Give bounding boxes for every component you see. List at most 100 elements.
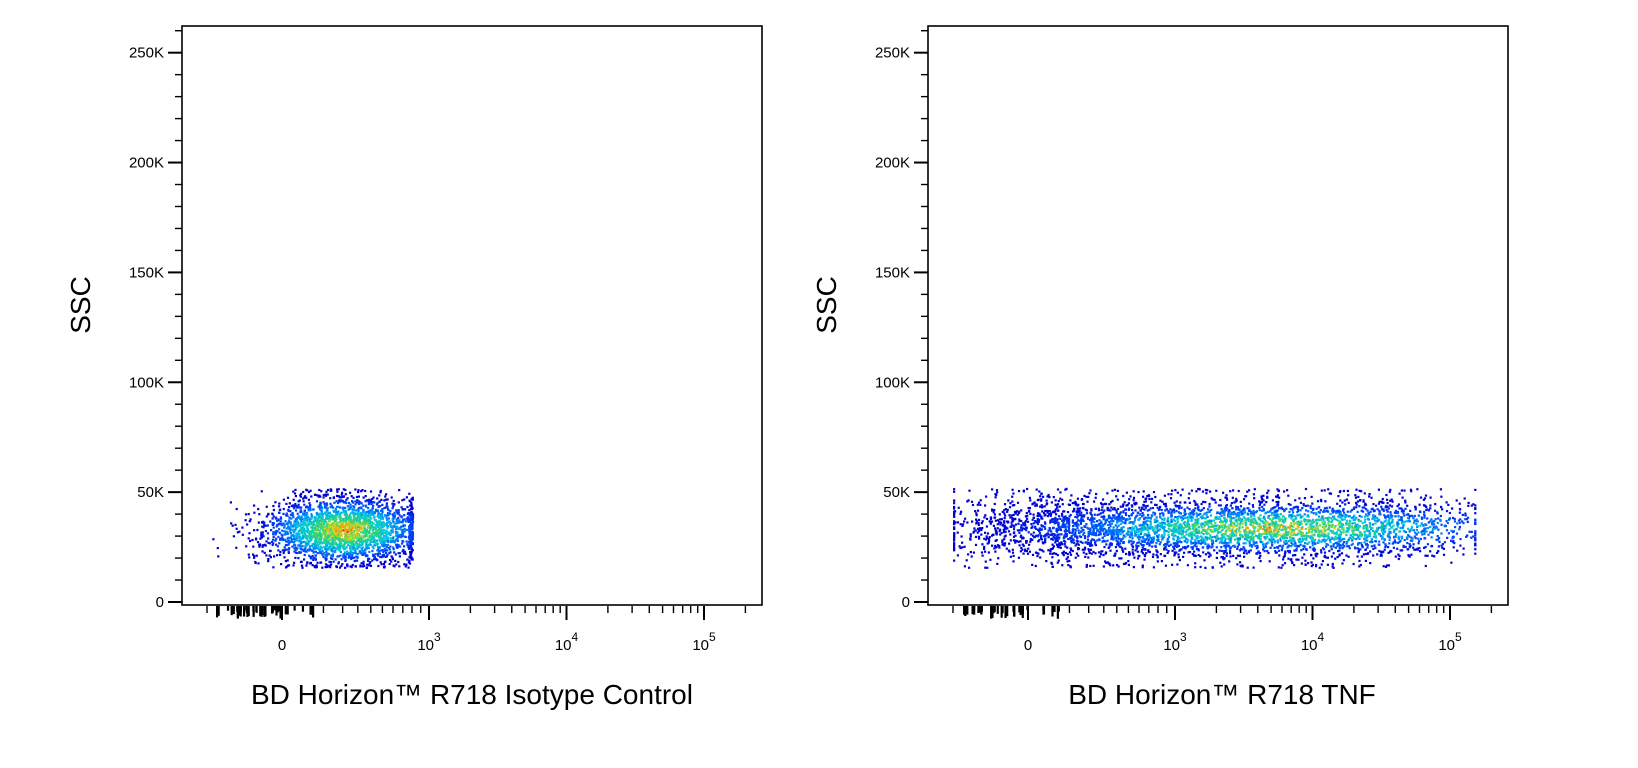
event-dot	[1122, 517, 1125, 520]
event-dot	[1224, 533, 1227, 536]
event-dot	[1336, 502, 1339, 505]
event-dot	[369, 509, 372, 512]
event-dot	[361, 537, 364, 540]
event-dot	[301, 566, 304, 569]
event-dot	[361, 549, 364, 552]
event-dot	[322, 518, 325, 521]
event-dot	[369, 513, 372, 517]
event-dot	[305, 523, 308, 527]
event-dot	[1278, 516, 1281, 519]
event-dot	[322, 555, 325, 559]
event-dot	[1144, 505, 1147, 508]
event-dot	[1290, 541, 1293, 544]
event-dot	[961, 541, 964, 544]
event-dot	[1188, 550, 1192, 554]
event-dot	[1289, 507, 1292, 511]
event-dot	[1101, 506, 1104, 509]
event-dot	[362, 560, 365, 563]
event-dot	[319, 532, 322, 535]
event-dot	[330, 518, 333, 521]
event-dot	[351, 500, 354, 503]
event-dot	[346, 505, 350, 508]
event-dot	[1216, 538, 1219, 541]
event-dot	[1077, 543, 1080, 546]
event-dot	[1170, 511, 1173, 514]
event-dot	[1037, 552, 1040, 555]
event-dot	[302, 512, 305, 515]
event-dot	[1020, 529, 1024, 532]
event-dot	[329, 514, 332, 517]
event-dot	[255, 537, 258, 540]
event-dot	[409, 554, 412, 557]
event-dot	[337, 499, 341, 502]
event-dot	[297, 530, 300, 533]
event-dot	[1029, 499, 1032, 502]
event-dot	[300, 527, 303, 530]
event-dot	[397, 545, 400, 548]
event-dot	[1296, 511, 1299, 514]
event-dot	[365, 510, 369, 514]
event-dot	[296, 551, 299, 555]
event-dot	[1188, 508, 1191, 511]
event-dot	[1364, 548, 1367, 551]
event-dot	[1215, 489, 1218, 492]
event-dot	[393, 523, 396, 526]
event-dot	[367, 564, 370, 567]
event-dot	[1278, 549, 1281, 552]
event-dot	[1082, 551, 1085, 554]
event-dot	[1160, 508, 1163, 512]
event-dot	[351, 523, 354, 526]
event-dot	[323, 551, 326, 554]
event-dot	[1227, 528, 1230, 531]
event-dot	[1092, 564, 1095, 567]
event-dot	[1455, 532, 1459, 535]
event-dot	[1159, 512, 1162, 515]
event-dot	[326, 527, 329, 530]
event-dot	[989, 517, 992, 520]
event-dot	[325, 508, 328, 511]
event-dot	[1090, 522, 1093, 525]
event-dot	[1167, 544, 1171, 547]
event-dot	[1340, 538, 1343, 541]
event-dot	[398, 514, 401, 517]
event-dot	[266, 524, 269, 527]
event-dot	[408, 530, 412, 533]
event-dot	[1220, 519, 1223, 522]
event-dot	[1124, 513, 1128, 517]
event-dot	[1275, 525, 1278, 528]
event-dot	[363, 527, 367, 530]
event-dot	[1260, 495, 1263, 498]
event-dot	[1117, 565, 1120, 568]
event-dot	[1267, 522, 1270, 525]
event-dot	[1432, 526, 1435, 529]
event-dot	[1327, 522, 1330, 525]
event-dot	[1028, 507, 1031, 510]
event-dot	[1261, 540, 1264, 544]
event-dot	[1282, 518, 1285, 521]
event-dot	[292, 504, 295, 507]
event-dot	[354, 552, 357, 555]
event-dot	[1323, 551, 1327, 554]
event-dot	[312, 543, 315, 546]
event-dot	[356, 535, 359, 538]
event-dot	[1382, 530, 1385, 533]
event-dot	[309, 556, 312, 559]
event-dot	[1011, 551, 1015, 554]
event-dot	[1324, 525, 1327, 529]
event-dot	[1088, 549, 1091, 552]
event-dot	[318, 542, 321, 545]
event-dot	[265, 554, 268, 557]
event-dot	[354, 559, 357, 562]
event-dot	[1372, 554, 1375, 557]
event-dot	[391, 558, 394, 561]
event-dot	[1423, 532, 1426, 535]
event-dot	[314, 529, 317, 532]
event-dot	[407, 519, 410, 522]
event-dot	[232, 535, 235, 538]
event-dot	[346, 497, 349, 500]
event-dot	[382, 540, 385, 543]
event-dot	[1440, 495, 1443, 498]
event-dot	[303, 523, 306, 526]
event-dot	[407, 520, 410, 523]
